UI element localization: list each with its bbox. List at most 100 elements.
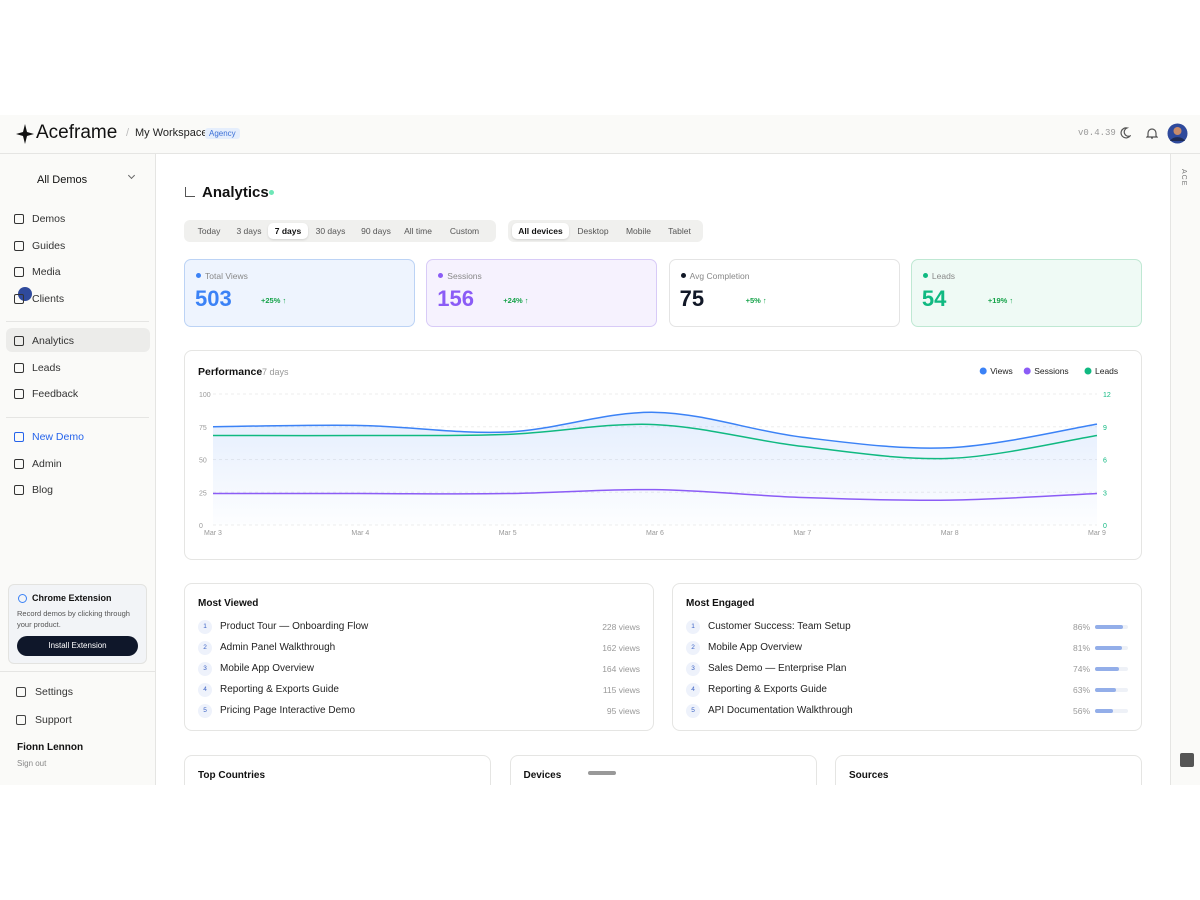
extension-icon <box>18 594 27 603</box>
stat-change: +24% ↑ <box>503 296 529 305</box>
stat-card <box>184 259 415 327</box>
stat-value: 156 <box>437 286 475 311</box>
y2-tick-label: 0 <box>1103 523 1107 530</box>
theme-toggle[interactable] <box>1119 127 1131 139</box>
scroll-handle <box>588 771 616 775</box>
x-tick-label: Mar 4 <box>351 530 369 537</box>
filter[interactable]: All time <box>404 226 432 236</box>
legend-label: Views <box>990 366 1013 376</box>
icon <box>14 293 24 304</box>
bar <box>1095 625 1124 629</box>
line <box>213 488 1098 502</box>
notifications[interactable] <box>1146 127 1158 140</box>
workspace-select[interactable]: All Demos <box>37 174 88 186</box>
filter[interactable]: Tablet <box>668 226 691 236</box>
line <box>212 411 1098 449</box>
bar <box>1095 646 1122 650</box>
icon <box>14 240 24 251</box>
footer-link[interactable]: Settings <box>35 686 73 698</box>
item-name[interactable]: API Documentation Walkthrough <box>708 705 853 716</box>
stat-dot <box>680 273 686 278</box>
nav-item[interactable]: Admin <box>32 457 62 470</box>
nav-item[interactable]: Leads <box>32 361 61 374</box>
bar <box>1095 709 1114 713</box>
workspace[interactable]: My Workspace <box>135 127 208 139</box>
item-percent: 63% <box>1072 685 1090 695</box>
rail-button[interactable] <box>1180 753 1194 767</box>
divider <box>6 417 149 418</box>
filter[interactable]: 30 days <box>315 226 346 236</box>
item-name[interactable]: Customer Success: Team Setup <box>708 621 851 632</box>
filter[interactable]: Desktop <box>577 226 609 236</box>
sign-out[interactable]: Sign out <box>17 759 47 768</box>
y-tick-label: 75 <box>199 425 207 432</box>
page-title: Analytics <box>202 184 269 201</box>
nav-item[interactable]: Media <box>32 266 61 278</box>
legend-swatch <box>979 367 987 375</box>
header <box>0 115 1200 154</box>
bottom-card-title: Top Countries <box>198 770 266 781</box>
filter[interactable]: Today <box>197 226 221 236</box>
icon <box>14 389 24 399</box>
nav-item[interactable]: Clients <box>32 292 65 305</box>
legend-label: Sessions <box>1034 366 1069 376</box>
rank: 1 <box>686 620 700 634</box>
nav-item[interactable]: Demos <box>32 213 66 225</box>
item-name[interactable]: Mobile App Overview <box>220 663 314 674</box>
filter[interactable]: 90 days <box>361 226 391 236</box>
x-tick-label: Mar 3 <box>204 530 222 537</box>
nav-item[interactable]: Feedback <box>32 388 79 400</box>
nav-item[interactable]: Guides <box>32 239 66 252</box>
item-name[interactable]: Admin Panel Walkthrough <box>220 642 336 653</box>
icon <box>14 214 24 224</box>
stat-value: 54 <box>921 286 947 311</box>
filter[interactable]: Custom <box>449 226 480 236</box>
x-tick-label: Mar 9 <box>1088 530 1106 537</box>
stat-label: Avg Completion <box>689 271 750 281</box>
list-card <box>672 583 1142 731</box>
version: v0.4.39 <box>1078 128 1116 138</box>
item-name[interactable]: Reporting & Exports Guide <box>708 684 827 695</box>
item-name[interactable]: Mobile App Overview <box>708 642 802 653</box>
filter[interactable]: Mobile <box>625 226 652 236</box>
legend-swatch <box>1084 367 1092 375</box>
stat-change: +25% ↑ <box>261 296 287 305</box>
x-tick-label: Mar 8 <box>941 530 959 537</box>
nav-item[interactable]: Blog <box>32 484 54 496</box>
y-tick-label: 50 <box>199 458 207 465</box>
chart: 0 25 50 75 100 0 3 6 9 12 Mar 3 Mar 4 Mar 5 Mar 6 Mar … <box>199 366 1118 537</box>
chart-title: Performance <box>198 366 263 378</box>
nav-item[interactable]: New Demo <box>32 431 84 443</box>
stat-dot <box>196 273 201 278</box>
item-name[interactable]: Sales Demo — Enterprise Plan <box>708 663 847 674</box>
avatar[interactable] <box>1167 123 1188 144</box>
item-name[interactable]: Product Tour — Onboarding Flow <box>220 621 369 632</box>
item-percent: 56% <box>1072 706 1090 716</box>
item-name[interactable]: Pricing Page Interactive Demo <box>220 705 356 716</box>
stat-card <box>668 259 900 327</box>
bar <box>1095 688 1116 692</box>
item-name[interactable]: Reporting & Exports Guide <box>220 684 339 695</box>
legend-label: Leads <box>1095 366 1118 376</box>
stat-card <box>910 259 1142 327</box>
filter[interactable]: All devices <box>512 223 569 239</box>
footer-link[interactable]: Support <box>35 714 72 726</box>
stat-change: +19% ↑ <box>987 296 1014 305</box>
filter[interactable]: 7 days <box>268 223 308 239</box>
y2-tick-label: 3 <box>1103 490 1107 497</box>
rank: 4 <box>198 683 212 697</box>
item-views: 164 views <box>602 664 640 674</box>
y2-tick-label: 9 <box>1103 425 1107 432</box>
stat-change: +5% ↑ <box>745 296 767 305</box>
y2-tick-label: 6 <box>1103 458 1107 465</box>
chart-subtitle: 7 days <box>262 367 289 377</box>
list-card <box>184 583 654 731</box>
bottom-card <box>184 755 491 785</box>
area <box>213 412 1097 525</box>
item-percent: 74% <box>1072 664 1090 674</box>
install-button[interactable]: Install Extension <box>17 636 138 656</box>
y-tick-label: 0 <box>199 523 203 530</box>
filter[interactable]: 3 days <box>236 226 262 236</box>
legend-swatch <box>1023 367 1031 375</box>
nav-item[interactable]: Analytics <box>32 335 75 347</box>
